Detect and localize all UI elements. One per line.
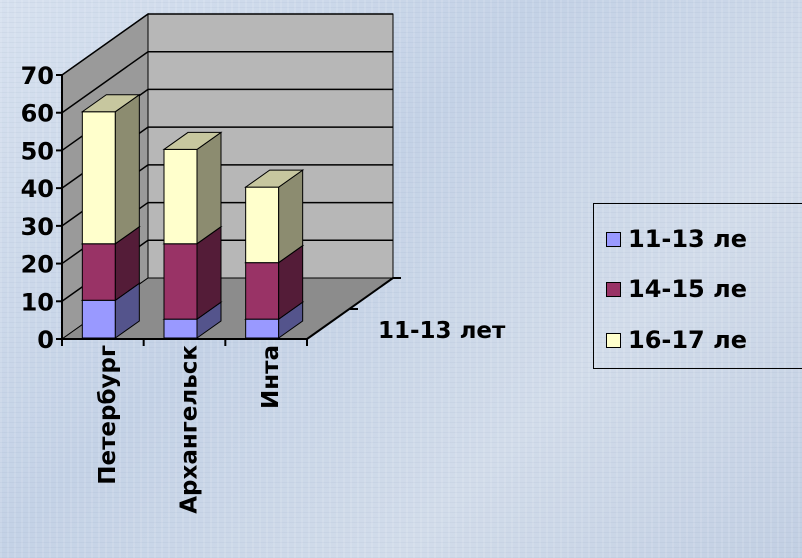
legend-item-14-15: 14-15 ле	[606, 274, 747, 304]
legend-swatch-11-13	[606, 231, 621, 247]
bar-front	[81, 299, 116, 339]
bar-top	[80, 94, 141, 113]
bars	[80, 93, 305, 339]
depth-axis-label: 11-13 лет	[378, 318, 506, 344]
bar-front	[245, 262, 280, 320]
bar-front	[245, 318, 280, 339]
gridline	[61, 50, 393, 114]
value-axis-tick-labels: 0 10 20 30 40 50 60 70	[21, 62, 54, 354]
gridline	[61, 13, 393, 76]
y-tick-label: 10	[21, 288, 54, 316]
legend-swatch-14-15	[606, 281, 621, 297]
category-label: Петербург	[95, 345, 121, 485]
legend-label-14-15: 14-15 ле	[628, 275, 747, 303]
bar-front	[245, 186, 280, 264]
bar-side	[196, 131, 222, 245]
bar-top	[244, 169, 305, 188]
category-label: Инта	[258, 345, 284, 409]
legend: 11-13 ле 14-15 ле 16-17 ле	[593, 203, 802, 369]
legend-label-11-13: 11-13 ле	[628, 225, 747, 253]
y-tick-label: 50	[21, 137, 54, 165]
y-tick-label: 30	[21, 213, 54, 241]
bar-side	[114, 93, 140, 245]
y-tick-label: 70	[21, 62, 54, 90]
y-tick-label: 40	[21, 175, 54, 203]
legend-item-16-17: 16-17 ле	[606, 325, 747, 355]
legend-swatch-16-17	[606, 332, 621, 348]
bar-front	[163, 318, 198, 339]
bar-front	[163, 148, 198, 245]
y-tick-label: 20	[21, 251, 54, 279]
legend-label-16-17: 16-17 ле	[628, 326, 747, 354]
bar-front	[163, 243, 198, 320]
y-tick-label: 60	[21, 100, 54, 128]
tick-marks	[56, 74, 401, 346]
category-label: Архангельск	[177, 345, 203, 514]
category-axis-labels: Петербург Архангельск Инта	[95, 345, 284, 514]
y-tick-label: 0	[37, 326, 54, 354]
bar-front	[81, 243, 116, 301]
bar-top	[162, 131, 223, 150]
bar-front	[81, 111, 116, 245]
legend-item-11-13: 11-13 ле	[606, 224, 747, 254]
